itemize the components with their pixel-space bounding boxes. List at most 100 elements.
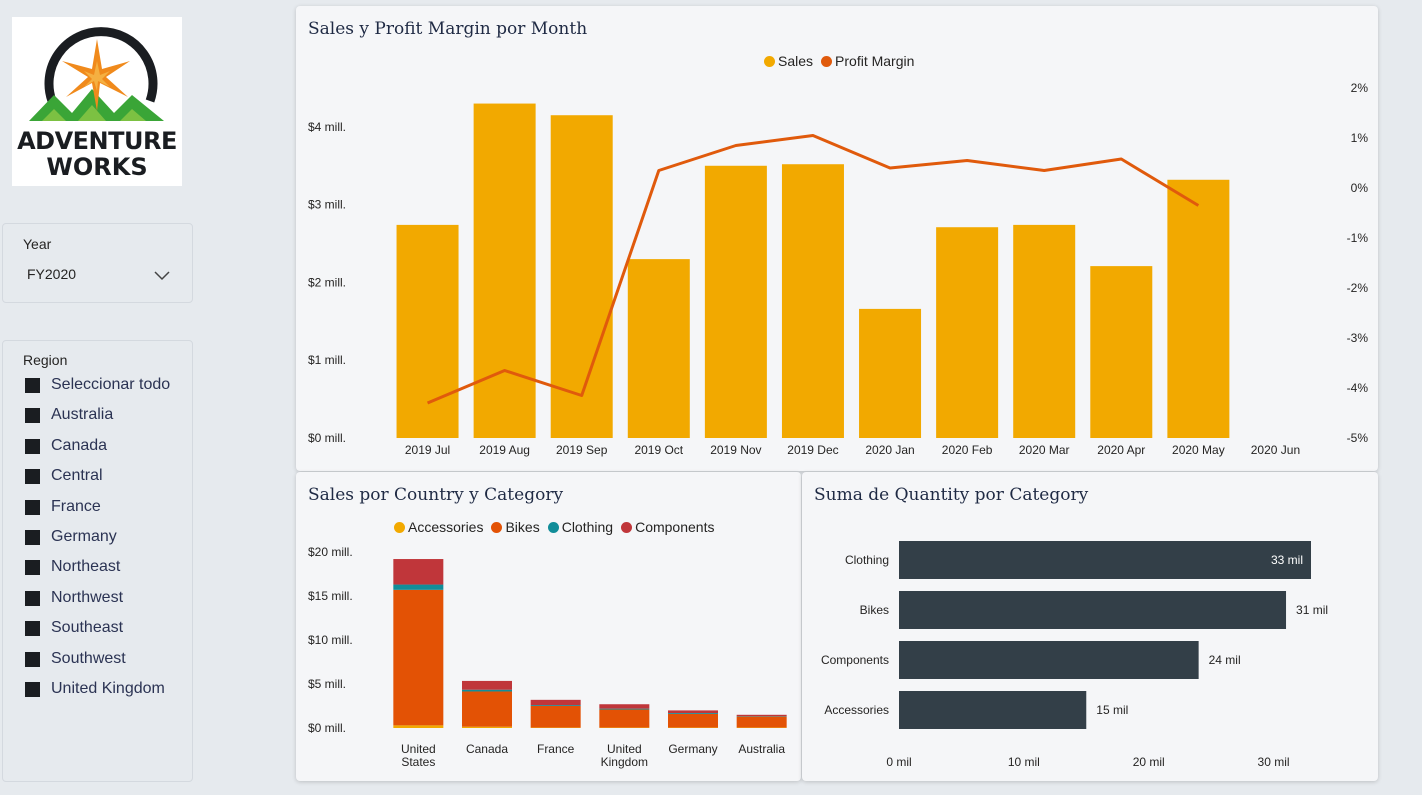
- region-item-southeast[interactable]: Southeast: [25, 616, 123, 640]
- y-axis-tick-label: $2 mill.: [308, 275, 346, 289]
- y-axis-tick-label: $0 mill.: [308, 431, 346, 445]
- region-item-southwest[interactable]: Southwest: [25, 647, 126, 671]
- sales-profit-chart-card[interactable]: Sales y Profit Margin por Month Sales Pr…: [296, 6, 1378, 471]
- region-item-australia[interactable]: Australia: [25, 403, 113, 427]
- stacked-bar-segment: [393, 559, 444, 585]
- x-axis-tick-label: 2020 Feb: [942, 443, 993, 457]
- region-item-select-all[interactable]: Seleccionar todo: [25, 373, 170, 397]
- legend-dot: [621, 521, 633, 533]
- stacked-bar-segment: [393, 725, 444, 728]
- legend-item-bikes[interactable]: Bikes: [491, 519, 540, 535]
- x-axis-tick-label: Canada: [466, 742, 508, 756]
- legend-dot: [821, 55, 833, 67]
- sales-chart-title: Sales y Profit Margin por Month: [308, 19, 588, 39]
- region-item-label: France: [51, 498, 101, 515]
- region-item-france[interactable]: France: [25, 495, 101, 519]
- sales-chart-plot: $0 mill. $1 mill. $2 mill. $3 mill. $4 mill.…: [308, 81, 1369, 457]
- checkbox-icon: [25, 559, 40, 575]
- stacked-bar-segment: [736, 714, 787, 717]
- year-slicer: Year FY2020: [2, 223, 193, 303]
- stacked-bar-segment: [530, 699, 581, 706]
- y-axis-tick-label: Bikes: [860, 603, 889, 617]
- legend-dot: [491, 521, 503, 533]
- region-item-label: Southeast: [51, 619, 124, 636]
- region-slicer: Region Seleccionar todo Australia Canada…: [2, 340, 193, 782]
- legend-label: Sales: [778, 53, 814, 69]
- legend-item-components[interactable]: Components: [621, 519, 714, 535]
- stacked-bar-segment: [462, 680, 512, 690]
- country-chart-card[interactable]: Sales por Country y Category Accessories…: [296, 472, 801, 781]
- x-axis-tick-label: Germany: [668, 742, 717, 756]
- data-label: 33 mil: [1271, 553, 1303, 567]
- checkbox-icon: [25, 499, 40, 515]
- quantity-bar: [899, 691, 1087, 729]
- checkbox-icon: [25, 377, 40, 393]
- y-axis-tick-label: $15 mill.: [308, 589, 353, 603]
- country-chart-title: Sales por Country y Category: [308, 485, 564, 505]
- x-axis-tick-label: France: [537, 742, 575, 756]
- sales-bar: [1090, 266, 1153, 438]
- legend-item-accessories[interactable]: Accessories: [394, 519, 483, 535]
- region-item-germany[interactable]: Germany: [25, 525, 117, 549]
- x-axis-tick-label: 2020 Jun: [1251, 443, 1300, 457]
- stacked-bar-segment: [462, 689, 512, 692]
- y-axis-tick-label: $3 mill.: [308, 198, 346, 212]
- legend-item-sales[interactable]: Sales: [764, 53, 813, 69]
- year-dropdown[interactable]: FY2020: [23, 264, 173, 286]
- region-item-label: Seleccionar todo: [51, 376, 171, 393]
- region-item-label: Australia: [51, 406, 114, 423]
- region-item-northwest[interactable]: Northwest: [25, 586, 123, 610]
- y-axis-tick-label: $5 mill.: [308, 677, 346, 691]
- quantity-chart-plot: Clothing 33 mil Bikes 31 mil Components 24 mi…: [821, 541, 1328, 769]
- stacked-bar-segment: [668, 713, 718, 714]
- legend-label: Accessories: [408, 519, 484, 535]
- region-item-united-kingdom[interactable]: United Kingdom: [25, 677, 165, 701]
- profit-margin-line: [426, 134, 1200, 405]
- y2-axis-tick-label: -5%: [1347, 431, 1369, 445]
- x-axis-tick-label: 2019 Oct: [634, 443, 683, 457]
- x-axis-tick-label: 2020 May: [1172, 443, 1225, 457]
- y-axis-tick-label: $4 mill.: [308, 120, 346, 134]
- region-item-central[interactable]: Central: [25, 464, 103, 488]
- x-axis-tick-label: 2019 Dec: [787, 443, 838, 457]
- quantity-bar: [899, 591, 1287, 629]
- sales-bar: [781, 164, 844, 438]
- quantity-bar: [899, 641, 1199, 679]
- y-axis-tick-label: $0 mill.: [308, 721, 346, 735]
- stacked-bar-segment: [530, 705, 581, 706]
- x-axis-tick-label: 10 mil: [1008, 755, 1040, 769]
- x-axis-tick-label: 2019 Jul: [405, 443, 450, 457]
- sales-bar: [627, 259, 690, 438]
- year-slicer-label: Year: [23, 236, 52, 252]
- sales-bar: [1013, 224, 1076, 438]
- stacked-bar-segment: [668, 710, 718, 714]
- logo-mark: [29, 27, 164, 121]
- region-item-northeast[interactable]: Northeast: [25, 555, 120, 579]
- region-item-canada[interactable]: Canada: [25, 434, 107, 458]
- checkbox-icon: [25, 651, 40, 667]
- region-item-label: United Kingdom: [51, 680, 165, 697]
- logo-text-line1: ADVENTURE: [17, 127, 177, 155]
- legend-dot: [764, 55, 775, 67]
- checkbox-icon: [25, 590, 40, 606]
- y2-axis-tick-label: -2%: [1347, 281, 1369, 295]
- region-item-label: Central: [51, 467, 103, 484]
- region-item-label: Northeast: [51, 558, 121, 575]
- legend-item-profit-margin[interactable]: Profit Margin: [821, 53, 914, 69]
- x-axis-tick-label: 2019 Sep: [556, 443, 608, 457]
- quantity-bar: [899, 541, 1311, 579]
- stacked-bar-segment: [462, 691, 512, 727]
- stacked-bar-segment: [530, 706, 581, 728]
- checkbox-icon: [25, 468, 40, 484]
- region-item-label: Canada: [51, 437, 108, 454]
- quantity-chart-card[interactable]: Suma de Quantity por Category Clothing 33…: [802, 472, 1378, 781]
- logo: ADVENTURE WORKS: [12, 17, 182, 186]
- legend-label: Profit Margin: [835, 53, 915, 69]
- legend-dot: [394, 521, 405, 533]
- x-axis-tick-label: 30 mil: [1258, 755, 1290, 769]
- legend-item-clothing[interactable]: Clothing: [547, 519, 613, 535]
- stacked-bar-segment: [462, 726, 512, 728]
- y2-axis-tick-label: -1%: [1347, 231, 1369, 245]
- checkbox-icon: [25, 438, 40, 454]
- x-axis-tick-label: 2019 Nov: [710, 443, 761, 457]
